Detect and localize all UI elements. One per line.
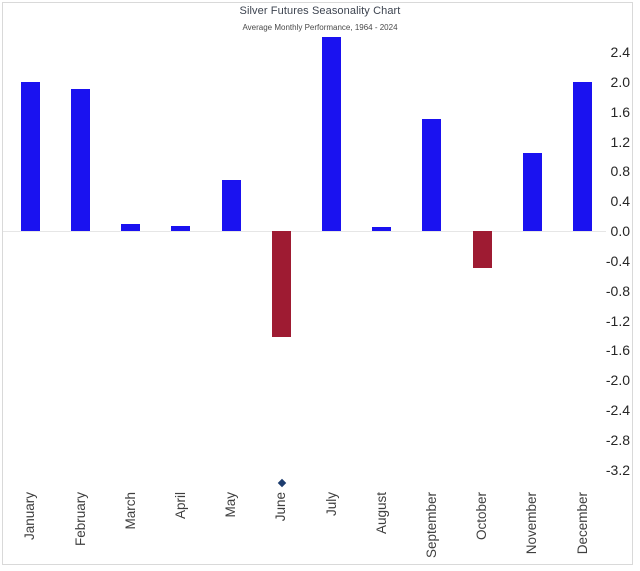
x-label-april: April: [172, 492, 188, 520]
y-axis-tick-label: 0.0: [610, 223, 630, 239]
bar-may[interactable]: [221, 180, 241, 231]
x-label-august: August: [373, 492, 389, 535]
zero-gridline: [3, 231, 606, 232]
y-axis-tick-label: 1.6: [610, 103, 630, 120]
y-axis-tick-label: 2.4: [610, 44, 630, 60]
y-axis-tick-label: -0.4: [605, 252, 630, 269]
x-label-november: November: [524, 492, 540, 555]
y-axis-tick-label: 2.0: [610, 73, 630, 90]
bar-january[interactable]: [20, 81, 40, 231]
bar-march[interactable]: [121, 223, 141, 231]
bar-december[interactable]: [573, 81, 592, 231]
x-label-march: March: [122, 492, 138, 530]
y-axis-tick-label: 1.2: [610, 133, 630, 150]
x-label-january: January: [22, 492, 38, 541]
bar-february[interactable]: [71, 89, 90, 231]
bar-july[interactable]: [322, 37, 341, 231]
chart-title: Silver Futures Seasonality Chart: [239, 5, 401, 17]
bar-october[interactable]: [472, 231, 492, 269]
bar-november[interactable]: [522, 152, 542, 231]
chart-frame: [2, 2, 633, 565]
x-label-october: October: [474, 492, 490, 541]
y-axis-tick-label: -0.8: [605, 282, 630, 299]
y-axis-tick-label: 0.4: [610, 193, 630, 210]
y-axis-tick-label: -3.2: [605, 461, 630, 478]
x-label-june: June: [273, 492, 289, 522]
y-axis-tick-label: -2.8: [605, 431, 630, 448]
x-label-september: September: [423, 492, 439, 559]
x-label-december: December: [574, 492, 590, 555]
y-axis-tick-label: -1.6: [605, 342, 630, 359]
y-axis-tick-label: -2.0: [605, 372, 630, 389]
x-label-may: May: [223, 492, 239, 518]
x-label-july: July: [323, 492, 339, 517]
x-label-february: February: [72, 492, 88, 547]
bar-august[interactable]: [372, 227, 392, 231]
bar-april[interactable]: [171, 225, 191, 231]
bar-june[interactable]: [271, 231, 291, 337]
chart-subtitle: Average Monthly Performance, 1964 - 2024: [242, 23, 398, 32]
y-axis-tick-label: -1.2: [605, 312, 630, 329]
y-axis-tick-label: -2.4: [605, 402, 630, 418]
y-axis-tick-label: 0.8: [610, 163, 630, 180]
bar-september[interactable]: [422, 119, 442, 231]
